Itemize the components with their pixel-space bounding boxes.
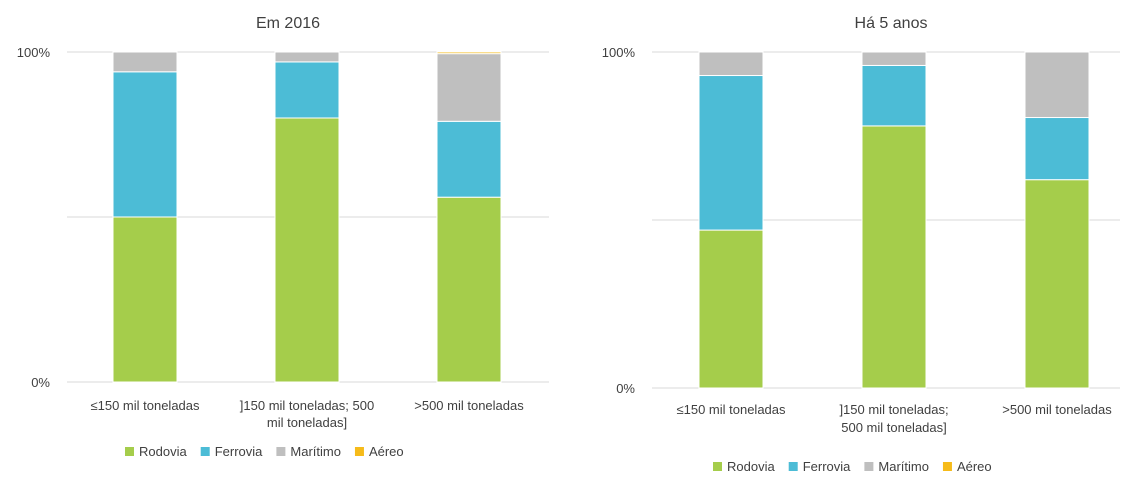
bar-rodovia-2 <box>861 125 927 389</box>
bar-ferrovia-3 <box>1024 117 1090 181</box>
legend-swatch-rodovia <box>713 462 722 471</box>
legend-label: Aéreo <box>957 459 992 474</box>
x-tick-label: >500 mil toneladas <box>414 398 524 413</box>
bar-marítimo-1 <box>112 51 178 73</box>
legend-label: Rodovia <box>727 459 775 474</box>
x-tick-label: >500 mil toneladas <box>1002 402 1112 417</box>
legend-swatch-marítimo <box>276 447 286 456</box>
chart-1: Em 2016 0% 100% ≤150 mil toneladas ]150 mil … <box>17 15 549 459</box>
bar-ferrovia-2 <box>861 64 927 127</box>
bar-marítimo-3 <box>1024 51 1090 119</box>
bar-rodovia-2 <box>274 117 340 383</box>
legend: Rodovia Ferrovia Marítimo Aéreo <box>125 444 404 459</box>
bar-marítimo-2 <box>861 51 927 66</box>
bar-ferrovia-1 <box>698 75 764 231</box>
x-tick-label: 500 mil toneladas] <box>841 420 947 435</box>
legend-swatch-aéreo <box>354 447 364 456</box>
bar-marítimo-3 <box>436 53 502 122</box>
bar-ferrovia-3 <box>436 120 502 198</box>
legend-swatch-ferrovia <box>200 447 210 456</box>
x-tick-label: ≤150 mil toneladas <box>90 398 200 413</box>
y-tick-label: 0% <box>616 381 635 396</box>
legend-label: Ferrovia <box>215 444 263 459</box>
y-tick-label: 0% <box>31 375 50 390</box>
legend-swatch-ferrovia <box>788 462 798 471</box>
bar-rodovia-1 <box>698 229 764 389</box>
chart-title: Em 2016 <box>256 15 320 32</box>
bar-marítimo-1 <box>698 51 764 77</box>
chart-2: Há 5 anos 0% 100% ≤150 mil toneladas ]150 mi… <box>602 15 1120 474</box>
legend-label: Ferrovia <box>803 459 851 474</box>
legend-swatch-aéreo <box>942 462 952 471</box>
legend-swatch-marítimo <box>864 462 874 471</box>
bar-marítimo-2 <box>274 51 340 63</box>
bar-aéreo-3 <box>436 51 502 55</box>
legend-label: Marítimo <box>290 444 341 459</box>
chart-title: Há 5 anos <box>855 15 928 32</box>
bar-ferrovia-1 <box>112 71 178 218</box>
x-tick-label: ]150 mil toneladas; <box>839 402 948 417</box>
bar-rodovia-3 <box>1024 179 1090 389</box>
legend-label: Rodovia <box>139 444 187 459</box>
x-tick-label: ≤150 mil toneladas <box>676 402 786 417</box>
x-tick-label: ]150 mil toneladas; 500 <box>240 398 374 413</box>
y-tick-label: 100% <box>602 45 636 60</box>
legend-label: Marítimo <box>878 459 929 474</box>
legend: Rodovia Ferrovia Marítimo Aéreo <box>713 459 992 474</box>
x-tick-label: mil toneladas] <box>267 415 347 430</box>
legend-label: Aéreo <box>369 444 404 459</box>
bar-rodovia-1 <box>112 216 178 383</box>
legend-swatch-rodovia <box>125 447 134 456</box>
bar-rodovia-3 <box>436 196 502 383</box>
bar-ferrovia-2 <box>274 61 340 119</box>
y-tick-label: 100% <box>17 45 51 60</box>
